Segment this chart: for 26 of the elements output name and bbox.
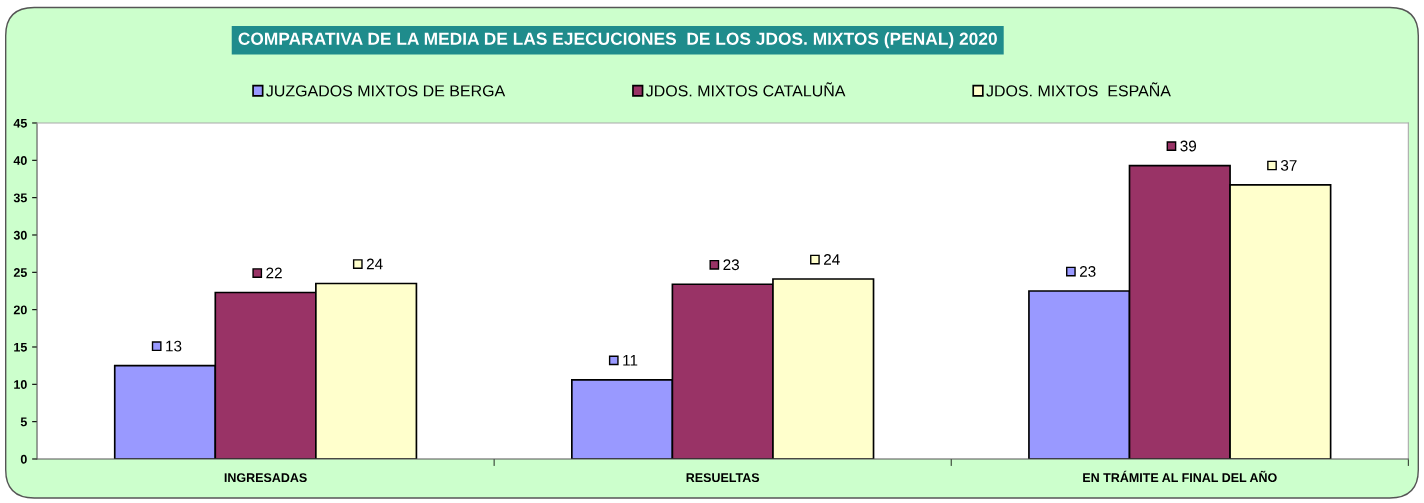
chart-title: COMPARATIVA DE LA MEDIA DE LAS EJECUCIONES DE LOS JDOS. MIXTOS (PENAL) 2020 xyxy=(238,32,997,49)
y-tick-label: 5 xyxy=(20,417,27,427)
x-tick-label: EN TRÁMITE AL FINAL DEL AÑO xyxy=(1083,470,1277,483)
y-tick-label: 25 xyxy=(13,268,27,277)
legend-label: JUZGADOS MIXTOS DE BERGA xyxy=(266,85,506,97)
legend-label: JDOS. MIXTOS ESPAÑA xyxy=(986,82,1171,97)
legend-label: JDOS. MIXTOS CATALUÑA xyxy=(645,82,846,97)
x-tick-label: INGRESADAS xyxy=(224,473,307,483)
y-tick-label: 35 xyxy=(13,193,27,203)
y-tick-label: 0 xyxy=(20,454,27,464)
y-tick-label: 45 xyxy=(13,118,27,128)
y-tick-label: 30 xyxy=(13,230,27,240)
y-tick-label: 20 xyxy=(13,305,27,315)
data-label: 24 xyxy=(824,254,840,265)
y-tick-label: 15 xyxy=(14,342,27,352)
data-label: 13 xyxy=(166,340,182,352)
data-label: 23 xyxy=(1079,266,1096,277)
data-label: 11 xyxy=(623,355,638,366)
y-tick-label: 40 xyxy=(13,156,27,165)
y-tick-label: 10 xyxy=(14,380,27,389)
data-label: 23 xyxy=(723,259,739,271)
data-label: 22 xyxy=(266,267,282,279)
data-label: 24 xyxy=(366,258,383,270)
x-tick-label: RESUELTAS xyxy=(686,473,760,483)
data-label: 37 xyxy=(1280,160,1297,171)
data-label: 39 xyxy=(1180,140,1197,152)
